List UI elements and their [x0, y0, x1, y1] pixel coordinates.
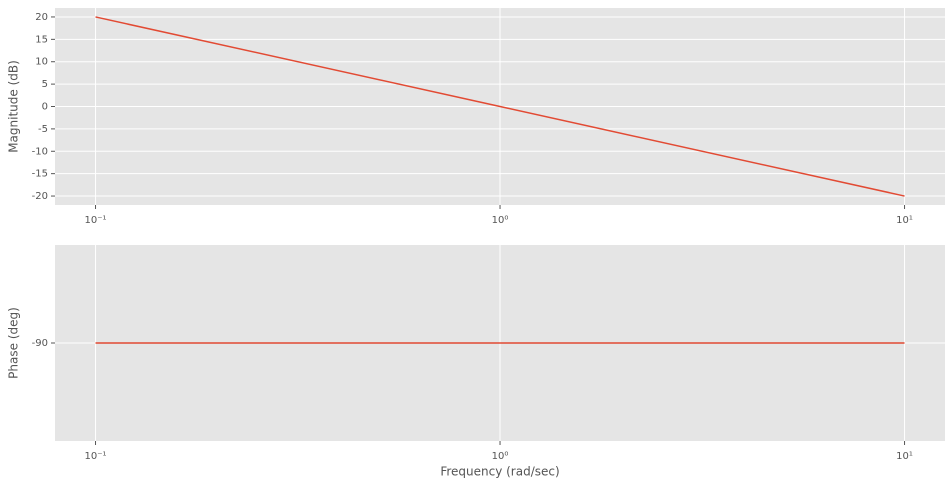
y-tick-label: 20 — [35, 12, 48, 23]
x-tick-label: 10¹ — [896, 451, 913, 462]
line — [95, 16, 905, 197]
y-tick-label: -10 — [32, 146, 48, 157]
x-tick-label: 10¹ — [896, 215, 913, 226]
x-tick-label: 10⁻¹ — [85, 451, 107, 462]
y-axis-label: Magnitude (dB) — [7, 60, 21, 153]
y-tick-label: -90 — [32, 338, 48, 349]
y-axis-label: Phase (deg) — [7, 307, 21, 379]
y-tick-label: -20 — [32, 191, 48, 202]
y-tick-label: -5 — [38, 124, 48, 135]
x-tick-label: 10⁰ — [492, 215, 509, 226]
y-tick-label: 5 — [42, 79, 48, 90]
x-tick-label: 10⁰ — [492, 451, 509, 462]
x-axis-label: Frequency (rad/sec) — [440, 465, 559, 479]
y-tick-label: 10 — [35, 57, 48, 68]
y-tick-label: 0 — [42, 102, 48, 113]
y-tick-label: 15 — [35, 34, 48, 45]
x-tick-label: 10⁻¹ — [85, 215, 107, 226]
y-tick-label: -15 — [32, 169, 48, 180]
